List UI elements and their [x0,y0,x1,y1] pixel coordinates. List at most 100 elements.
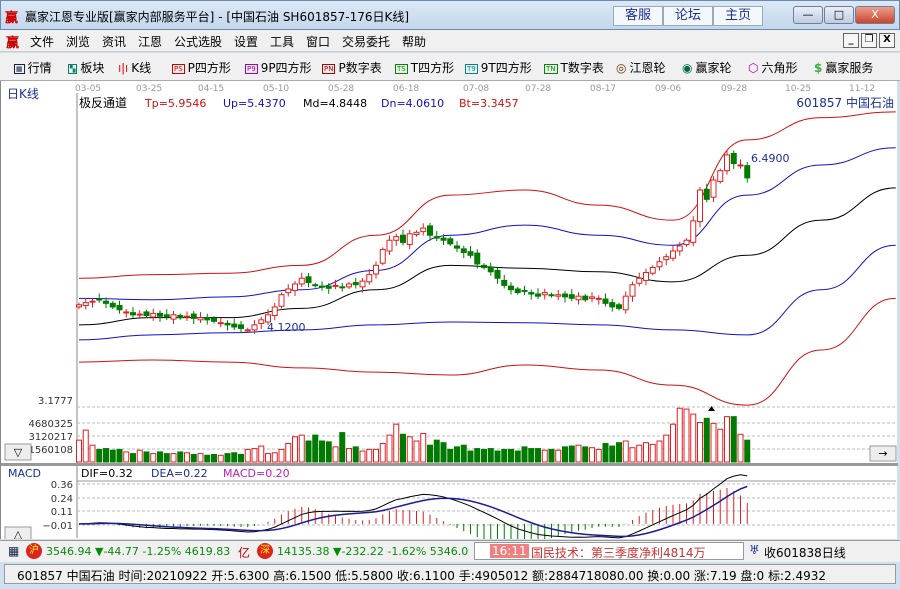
candle [352,282,359,286]
toolbar-p-table[interactable]: PN P数字表 [322,61,382,75]
volume-bar [312,434,319,463]
macd-axis-label: −0.01 [42,521,73,532]
menu-settings[interactable]: 设置 [234,35,259,49]
date-tick-label: 10-25 [785,84,811,94]
volume-bar [339,432,346,463]
maximize-button[interactable]: □ [824,6,854,24]
customer-service-button[interactable]: 客服 [613,6,663,26]
volume-bar [204,454,211,463]
homepage-button[interactable]: 主页 [713,6,763,26]
volume-bar [420,432,427,463]
candle [285,288,292,294]
toolbar-kline[interactable]: ıǀı K线 [118,61,152,75]
volume-bar [528,448,535,463]
dif-value: DIF=0.32 [81,467,133,480]
date-tick-label: 05-28 [328,84,354,94]
volume-bar [724,416,730,463]
menu-window[interactable]: 窗口 [306,35,331,49]
candle [238,324,244,329]
date-tick-label: 03-25 [136,84,162,94]
calculator-icon[interactable]: ▦ [8,544,20,558]
toolbar-winner-wheel[interactable]: ◉ 赢家轮 [682,61,732,75]
date-tick-label: 06-18 [393,84,419,94]
news-ticker[interactable] [474,542,744,560]
toolbar: ▦ 行情 ▚ 板块 ıǀı K线 PS P四方形 P9 9P四方形 PN P数字表 TS T四… [0,53,900,81]
candle [487,266,494,273]
candle [622,295,629,311]
volume-bar [271,452,278,463]
candle [177,315,184,319]
period-label: 日K线 [7,87,39,101]
pane-divider[interactable] [1,463,898,466]
menu-formula[interactable]: 公式选股 [174,35,223,49]
low-marker: 4.1200 [267,321,306,334]
volume-bar [76,439,82,463]
volume-bar [643,442,649,463]
menu-gann[interactable]: 江恩 [138,35,163,49]
candle [359,280,366,288]
toolbar-t-table[interactable]: TN T数字表 [544,61,604,75]
volume-marker-icon [708,406,715,411]
mdi-close-button[interactable]: X [879,33,895,48]
toolbar-gann-wheel[interactable]: ◎ 江恩轮 [616,61,666,75]
volume-bar [413,440,420,463]
title-bar: 赢 赢家江恩专业版[赢家内部服务平台] - [中国石油 SH601857-176… [0,0,900,30]
candle [271,306,278,317]
date-tick-label: 07-08 [463,84,489,94]
mdi-minimize-button[interactable]: _ [843,33,859,48]
collapse-volume-button[interactable] [4,443,32,461]
menu-browse[interactable]: 浏览 [66,35,91,49]
toolbar-t-square[interactable]: TS T四方形 [395,61,455,75]
macd-axis-label: 0.11 [51,507,73,518]
scroll-right-button[interactable] [869,445,897,462]
forum-button[interactable]: 论坛 [663,6,713,26]
chart-area[interactable]: 日K线 03-05 03-25 04-15 05-10 05-28 06-18 07-08 0… [0,81,898,547]
alert-text[interactable]: 收601838日线 [764,546,846,560]
toolbar-9t-square[interactable]: T9 9T四方形 [465,61,532,75]
kline-chart[interactable]: 日K线 03-05 03-25 04-15 05-10 05-28 06-18 07-08 0… [1,81,898,547]
volume-bar [433,439,440,463]
high-marker: 6.4900 [751,152,790,165]
candle [433,236,440,239]
toolbar-winner-service[interactable]: $ 赢家服务 [814,61,874,75]
close-button[interactable]: X [855,6,895,24]
volume-bar [143,451,150,463]
volume-bar [325,441,332,463]
volume-bar [366,448,373,463]
menu-tools[interactable]: 工具 [270,35,295,49]
macd-value: MACD=0.20 [223,467,290,480]
triangle-down-icon: ▽ [14,446,23,459]
volume-bar [481,448,487,463]
candle [494,269,501,279]
volume-bar [514,450,521,463]
toolbar-sectors[interactable]: ▚ 板块 [68,61,105,75]
toolbar-hexagon[interactable]: ⬡ 六角形 [748,61,798,75]
shenzhen-badge: 深 [257,543,273,559]
volume-bar [352,446,359,463]
candle [447,238,454,245]
candle [670,250,676,259]
menu-help[interactable]: 帮助 [402,35,427,49]
dea-line [78,485,748,538]
menu-trade[interactable]: 交易委托 [342,35,391,49]
candle [258,319,265,324]
toolbar-quotes[interactable]: ▦ 行情 [14,61,52,75]
volume-bar [238,453,244,463]
toolbar-9p-square[interactable]: P9 9P四方形 [245,61,312,75]
toolbar-p-square[interactable]: PS P四方形 [172,61,231,75]
news-text[interactable]: 国民技术：第三季度净利4814万 [531,546,706,560]
blocks-icon: ▚ [68,64,78,74]
menu-news[interactable]: 资讯 [102,35,127,49]
candle [190,313,197,319]
candle [224,322,231,326]
volume-bar [190,453,197,463]
volume-axis-label: 1560108 [28,445,73,456]
minimize-button[interactable]: — [793,6,823,24]
tn-icon: TN [544,64,558,74]
candle [379,249,386,264]
mdi-restore-button[interactable]: ❐ [861,33,877,48]
volume-bar [251,448,258,463]
volume-bar [562,446,568,463]
menu-file[interactable]: 文件 [30,35,55,49]
volume-bar [231,452,238,463]
